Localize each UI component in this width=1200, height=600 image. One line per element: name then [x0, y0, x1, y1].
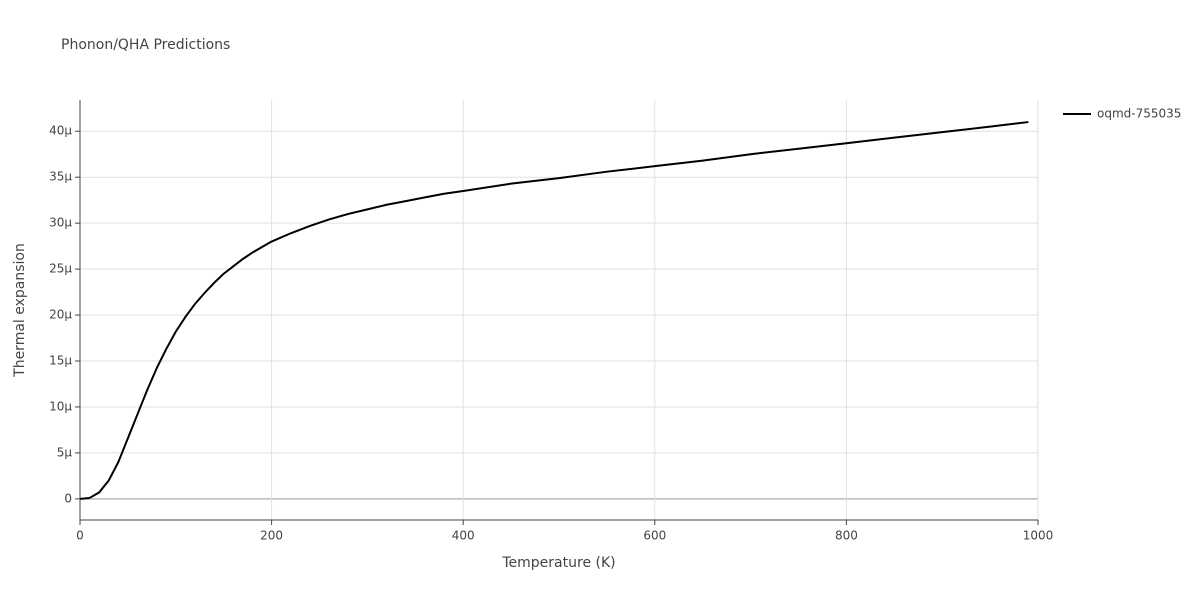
x-tick-label: 200	[260, 529, 283, 543]
y-tick-label: 40μ	[49, 124, 72, 138]
y-tick-label: 35μ	[49, 170, 72, 184]
y-tick-label: 15μ	[49, 354, 72, 368]
y-tick-label: 20μ	[49, 308, 72, 322]
x-tick-label: 600	[643, 529, 666, 543]
y-tick-label: 10μ	[49, 399, 72, 413]
y-tick-label: 5μ	[57, 445, 73, 459]
x-tick-label: 400	[452, 529, 475, 543]
y-tick-label: 30μ	[49, 216, 72, 230]
legend-label: oqmd-755035	[1097, 107, 1181, 121]
y-axis-title: Thermal expansion	[12, 243, 28, 378]
y-tick-label: 25μ	[49, 262, 72, 276]
x-tick-label: 800	[835, 529, 858, 543]
y-tick-label: 0	[64, 491, 72, 505]
chart-title: Phonon/QHA Predictions	[61, 37, 230, 53]
x-tick-label: 0	[76, 529, 84, 543]
data-line	[79, 121, 1029, 500]
x-axis-title: Temperature (K)	[501, 555, 615, 571]
x-tick-label: 1000	[1023, 529, 1054, 543]
